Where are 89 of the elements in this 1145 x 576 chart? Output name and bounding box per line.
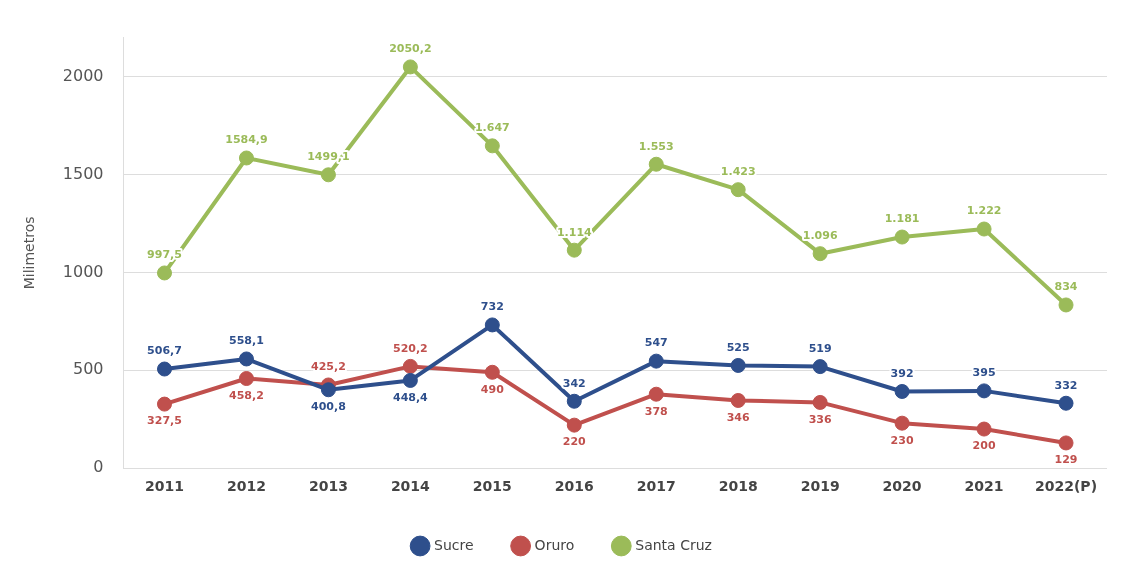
data-label: 400,8	[311, 400, 346, 414]
data-label: 200	[972, 439, 996, 453]
point	[894, 229, 910, 245]
x-tick-label: 2016	[554, 478, 594, 495]
data-label: 448,4	[392, 390, 429, 404]
data-label: 378	[644, 404, 668, 418]
data-label: 1.553	[638, 139, 674, 153]
data-label: 327,5	[147, 414, 182, 428]
y-axis-title: Milimetros	[21, 216, 38, 290]
x-tick-label: 2013	[308, 478, 348, 495]
point	[648, 156, 664, 172]
data-label: 525	[726, 340, 750, 354]
legend-label: Santa Cruz	[635, 536, 712, 553]
point	[976, 221, 992, 237]
point	[238, 371, 254, 387]
x-tick-label: 2014	[390, 478, 431, 495]
point	[648, 386, 664, 402]
x-tick-label: 2011	[145, 478, 184, 495]
point	[238, 351, 254, 367]
point	[402, 358, 418, 374]
point	[402, 372, 418, 388]
data-label: 332	[1054, 378, 1078, 392]
point	[238, 150, 254, 166]
data-label: 558,1	[229, 334, 264, 348]
point	[566, 393, 582, 409]
data-label: 129	[1054, 453, 1078, 467]
point	[1058, 395, 1074, 411]
data-label: 1.222	[966, 204, 1002, 218]
point	[976, 383, 992, 399]
point	[484, 317, 500, 333]
data-label: 547	[644, 336, 668, 350]
point	[566, 417, 582, 433]
x-tick-label: 2019	[800, 478, 840, 495]
data-label: 395	[972, 366, 996, 380]
point	[812, 394, 828, 410]
point	[157, 396, 172, 412]
x-tick-label: 2020	[882, 478, 922, 495]
point	[157, 361, 172, 377]
y-tick-label: 500	[72, 359, 104, 379]
point	[812, 246, 828, 262]
data-label: 732	[480, 300, 504, 314]
data-label: 520,2	[392, 341, 428, 355]
point	[157, 265, 172, 281]
data-label: 490	[480, 382, 505, 396]
legend-label: Oruro	[534, 536, 575, 553]
y-tick-label: 0	[93, 457, 104, 477]
point	[484, 364, 500, 380]
point	[812, 359, 828, 375]
y-tick-label: 1000	[62, 261, 104, 281]
point	[730, 182, 746, 198]
data-label: 425,2	[311, 360, 346, 374]
point	[730, 392, 746, 408]
data-label: 1.096	[802, 229, 838, 243]
data-label: 392	[890, 366, 914, 380]
point	[1058, 435, 1074, 451]
x-tick-label: 2012	[226, 478, 266, 495]
legend-label: Sucre	[434, 536, 474, 553]
data-label: 230	[890, 433, 914, 447]
x-tick-label: 2021	[964, 478, 1004, 495]
x-tick-label: 2022(P)	[1035, 478, 1098, 495]
data-label: 458,2	[229, 388, 264, 402]
point	[894, 383, 910, 399]
data-label: 1.181	[884, 212, 920, 226]
point	[648, 353, 664, 369]
point	[730, 357, 746, 373]
point	[402, 59, 418, 75]
data-label: 1.423	[720, 165, 756, 179]
data-label: 336	[808, 412, 832, 426]
data-label: 1.647	[474, 121, 510, 135]
data-label: 519	[808, 341, 832, 355]
data-label: 834	[1054, 280, 1078, 294]
y-tick-label: 1500	[62, 163, 104, 183]
point	[976, 421, 992, 437]
y-tick-label: 2000	[62, 65, 104, 85]
point	[1058, 297, 1074, 313]
data-label: 506,7	[147, 344, 182, 358]
x-tick-label: 2015	[472, 478, 512, 495]
x-tick-label: 2018	[718, 478, 758, 495]
x-tick-label: 2017	[636, 478, 676, 495]
point	[484, 138, 500, 154]
data-label: 342	[562, 376, 586, 390]
data-label: 1584,9	[225, 133, 268, 147]
point	[894, 415, 910, 431]
point	[566, 242, 582, 258]
point	[320, 167, 336, 183]
point	[320, 382, 336, 398]
data-label: 346	[726, 410, 751, 424]
data-label: 2050,2	[389, 42, 432, 56]
data-label: 220	[562, 435, 587, 449]
